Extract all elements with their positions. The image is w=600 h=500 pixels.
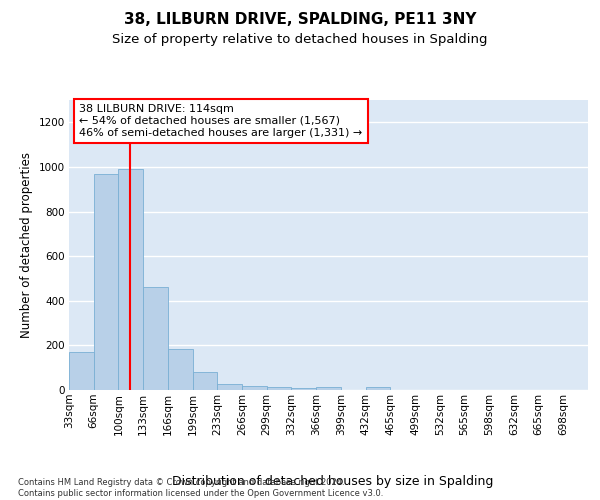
Text: 38, LILBURN DRIVE, SPALDING, PE11 3NY: 38, LILBURN DRIVE, SPALDING, PE11 3NY bbox=[124, 12, 476, 28]
Bar bbox=[94, 174, 118, 390]
Text: Contains HM Land Registry data © Crown copyright and database right 2024.
Contai: Contains HM Land Registry data © Crown c… bbox=[18, 478, 383, 498]
Bar bbox=[292, 388, 316, 390]
Bar bbox=[267, 386, 292, 390]
Text: Size of property relative to detached houses in Spalding: Size of property relative to detached ho… bbox=[112, 32, 488, 46]
Y-axis label: Number of detached properties: Number of detached properties bbox=[20, 152, 33, 338]
Text: 38 LILBURN DRIVE: 114sqm
← 54% of detached houses are smaller (1,567)
46% of sem: 38 LILBURN DRIVE: 114sqm ← 54% of detach… bbox=[79, 104, 362, 138]
Bar bbox=[69, 352, 94, 390]
Bar bbox=[316, 386, 341, 390]
Bar bbox=[242, 386, 267, 390]
Bar bbox=[193, 372, 217, 390]
Bar bbox=[168, 348, 193, 390]
Bar bbox=[217, 384, 242, 390]
Text: Distribution of detached houses by size in Spalding: Distribution of detached houses by size … bbox=[172, 474, 494, 488]
Bar bbox=[143, 288, 168, 390]
Bar bbox=[118, 169, 143, 390]
Bar bbox=[365, 386, 390, 390]
